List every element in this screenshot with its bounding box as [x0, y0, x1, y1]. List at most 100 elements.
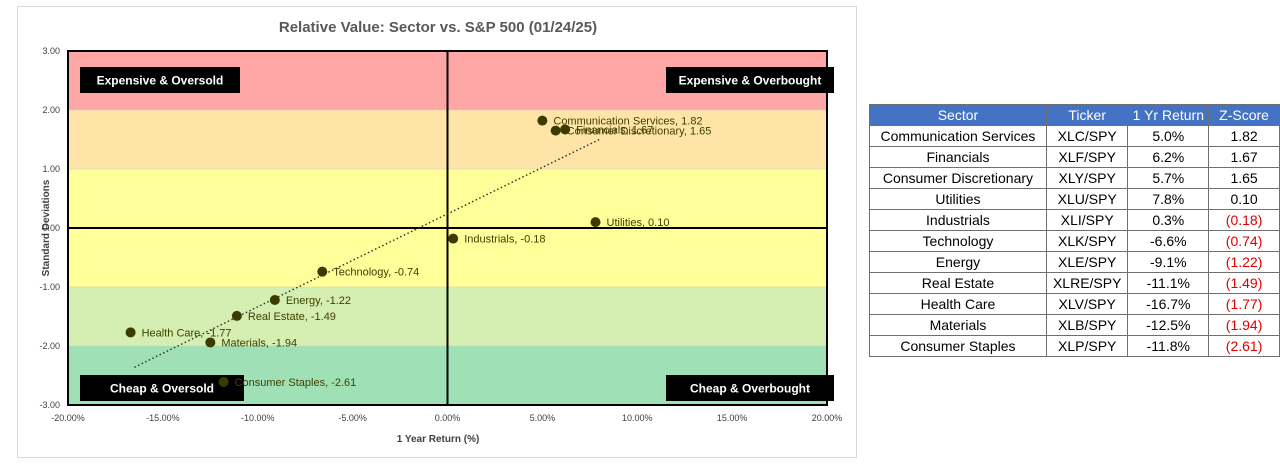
y-tick-label: 3.00 [42, 46, 60, 56]
cell-zscore: 1.65 [1208, 167, 1280, 189]
scatter-chart: Relative Value: Sector vs. S&P 500 (01/2… [39, 19, 843, 445]
x-tick-label: 15.00% [717, 413, 748, 423]
x-tick-label: -10.00% [241, 413, 275, 423]
table-row: Health Care XLV/SPY -16.7% (1.77) [869, 293, 1280, 315]
table-body: Communication Services XLC/SPY 5.0% 1.82 Fin… [869, 125, 1280, 357]
data-point [205, 337, 216, 348]
cell-sector: Energy [869, 251, 1047, 273]
x-tick-label: 20.00% [812, 413, 843, 423]
cell-zscore: 1.67 [1208, 146, 1280, 168]
data-point [125, 327, 136, 338]
header-ticker: Ticker [1045, 104, 1129, 126]
data-point [269, 294, 280, 305]
data-point [590, 217, 601, 228]
x-axis-label: 1 Year Return (%) [397, 434, 480, 445]
cell-return: 0.3% [1127, 209, 1210, 231]
sector-table-container: Sector Ticker 1 Yr Return Z-Score Commun… [869, 104, 1280, 357]
cell-return: -12.5% [1127, 314, 1210, 336]
cell-zscore: 1.82 [1208, 125, 1280, 147]
table-row: Consumer Staples XLP/SPY -11.8% (2.61) [869, 335, 1280, 357]
table-row: Consumer Discretionary XLY/SPY 5.7% 1.65 [869, 167, 1280, 189]
cell-return: 7.8% [1127, 188, 1210, 210]
x-tick-label: -15.00% [146, 413, 180, 423]
data-point [231, 310, 242, 321]
data-point-label: Industrials, -0.18 [464, 234, 545, 246]
quadrant-box-top-right [666, 67, 834, 93]
cell-return: 6.2% [1127, 146, 1210, 168]
cell-ticker: XLB/SPY [1045, 314, 1129, 336]
quadrant-label-top-right: Expensive & Overbought [679, 74, 822, 88]
x-tick-label: 5.00% [530, 413, 556, 423]
table-header-row: Sector Ticker 1 Yr Return Z-Score [869, 104, 1280, 126]
cell-ticker: XLK/SPY [1045, 230, 1129, 252]
x-tick-label: -20.00% [51, 413, 85, 423]
cell-zscore: 0.10 [1208, 188, 1280, 210]
table-row: Materials XLB/SPY -12.5% (1.94) [869, 314, 1280, 336]
data-point-label: Real Estate, -1.49 [248, 311, 336, 323]
cell-ticker: XLE/SPY [1045, 251, 1129, 273]
y-tick-label: -1.00 [39, 282, 60, 292]
data-point-label: Energy, -1.22 [286, 295, 351, 307]
cell-zscore: (0.74) [1208, 230, 1280, 252]
quadrant-label-bottom-right: Cheap & Overbought [690, 382, 810, 396]
cell-sector: Consumer Staples [869, 335, 1047, 357]
cell-sector: Utilities [869, 188, 1047, 210]
cell-ticker: XLF/SPY [1045, 146, 1129, 168]
data-point-label: Materials, -1.94 [221, 337, 297, 349]
data-point [550, 125, 561, 136]
cell-return: -6.6% [1127, 230, 1210, 252]
cell-sector: Financials [869, 146, 1047, 168]
cell-ticker: XLC/SPY [1045, 125, 1129, 147]
y-tick-label: -2.00 [39, 341, 60, 351]
cell-sector: Health Care [869, 293, 1047, 315]
table-row: Financials XLF/SPY 6.2% 1.67 [869, 146, 1280, 168]
cell-return: -11.8% [1127, 335, 1210, 357]
cell-ticker: XLV/SPY [1045, 293, 1129, 315]
chart-title: Relative Value: Sector vs. S&P 500 (01/2… [279, 19, 597, 36]
table-row: Real Estate XLRE/SPY -11.1% (1.49) [869, 272, 1280, 294]
header-sector: Sector [869, 104, 1047, 126]
data-point-label: Communication Services, 1.82 [553, 116, 702, 128]
x-tick-label: 0.00% [435, 413, 461, 423]
cell-ticker: XLI/SPY [1045, 209, 1129, 231]
x-tick-label: 10.00% [622, 413, 653, 423]
header-return: 1 Yr Return [1127, 104, 1210, 126]
cell-zscore: (1.94) [1208, 314, 1280, 336]
cell-ticker: XLU/SPY [1045, 188, 1129, 210]
data-point-label: Health Care, -1.77 [142, 327, 232, 339]
cell-return: -9.1% [1127, 251, 1210, 273]
cell-sector: Real Estate [869, 272, 1047, 294]
data-point-label: Technology, -0.74 [333, 267, 419, 279]
cell-sector: Technology [869, 230, 1047, 252]
cell-return: 5.7% [1127, 167, 1210, 189]
cell-zscore: (2.61) [1208, 335, 1280, 357]
cell-ticker: XLY/SPY [1045, 167, 1129, 189]
cell-zscore: (1.49) [1208, 272, 1280, 294]
data-point [560, 124, 571, 135]
cell-sector: Industrials [869, 209, 1047, 231]
table-row: Technology XLK/SPY -6.6% (0.74) [869, 230, 1280, 252]
data-point [218, 376, 229, 387]
cell-sector: Materials [869, 314, 1047, 336]
chart-frame: Relative Value: Sector vs. S&P 500 (01/2… [17, 6, 857, 458]
data-point-label: Consumer Discretionary, 1.65 [567, 126, 712, 138]
quadrant-label-bottom-left: Cheap & Oversold [110, 382, 214, 396]
table-row: Communication Services XLC/SPY 5.0% 1.82 [869, 125, 1280, 147]
cell-sector: Communication Services [869, 125, 1047, 147]
quadrant-label-top-left: Expensive & Oversold [97, 74, 224, 88]
cell-return: 5.0% [1127, 125, 1210, 147]
y-tick-label: 0.00 [42, 223, 60, 233]
data-point [448, 233, 459, 244]
cell-zscore: (1.22) [1208, 251, 1280, 273]
cell-sector: Consumer Discretionary [869, 167, 1047, 189]
table-row: Industrials XLI/SPY 0.3% (0.18) [869, 209, 1280, 231]
y-tick-label: -3.00 [39, 400, 60, 410]
y-tick-label: 2.00 [42, 105, 60, 115]
x-tick-label: -5.00% [338, 413, 367, 423]
data-point [537, 115, 548, 126]
quadrant-box-bottom-right [666, 375, 834, 401]
cell-zscore: (1.77) [1208, 293, 1280, 315]
table-row: Utilities XLU/SPY 7.8% 0.10 [869, 188, 1280, 210]
quadrant-box-top-left [80, 67, 240, 93]
cell-ticker: XLP/SPY [1045, 335, 1129, 357]
